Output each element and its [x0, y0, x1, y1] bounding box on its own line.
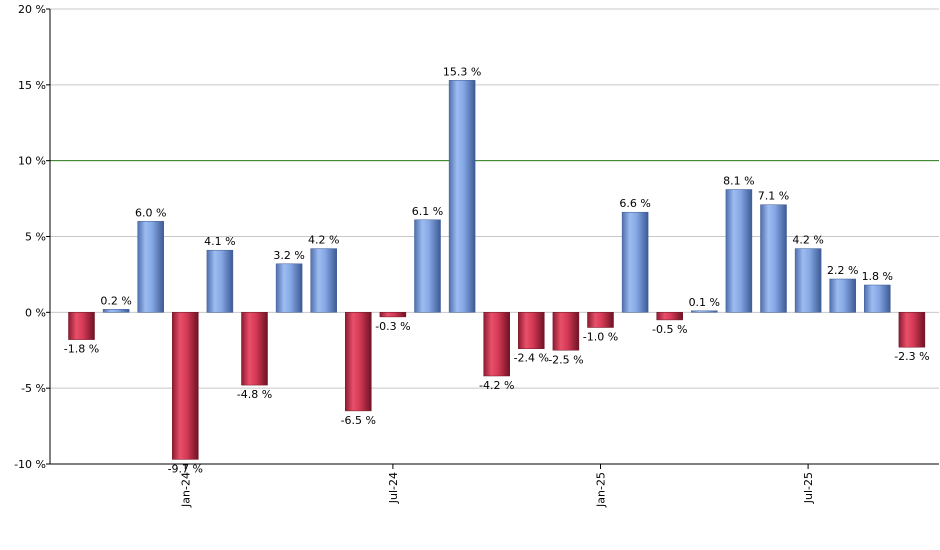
data-label: 6.0 %: [135, 206, 166, 219]
y-tick-label: -10 %: [14, 458, 46, 471]
bar: [172, 312, 199, 460]
bar: [275, 263, 303, 313]
bar: [864, 284, 891, 313]
bar: [345, 312, 372, 412]
bar: [379, 312, 407, 318]
bar: [206, 249, 234, 313]
bar: [621, 211, 649, 313]
data-label: 4.2 %: [308, 234, 339, 247]
bar: [241, 312, 268, 386]
y-tick-label: 20 %: [18, 3, 46, 16]
data-label: -2.3 %: [894, 350, 929, 363]
data-label: 15.3 %: [443, 65, 481, 78]
data-label: 7.1 %: [758, 190, 789, 203]
data-label: -2.4 %: [514, 352, 549, 365]
bar: [552, 312, 580, 351]
data-label: 0.2 %: [100, 294, 131, 307]
bar: [656, 312, 683, 321]
y-tick-label: 5 %: [25, 231, 46, 244]
bar: [102, 309, 130, 313]
x-tick-label: Jan-25: [595, 472, 608, 508]
data-label: -4.8 %: [237, 388, 272, 401]
data-label: -0.5 %: [652, 323, 687, 336]
x-axis-ticks: Jan-24 Jul-24 Jan-25 Jul-25: [179, 464, 815, 508]
data-labels: -1.8 %0.2 %6.0 %-9.7 %4.1 %-4.8 %3.2 %4.…: [64, 65, 930, 475]
data-label: -2.5 %: [548, 353, 583, 366]
data-label: 4.2 %: [792, 234, 823, 247]
x-tick-label: Jul-24: [387, 472, 400, 504]
bar: [829, 278, 856, 313]
bar: [898, 312, 926, 348]
data-label: 4.1 %: [204, 235, 235, 248]
data-label: -6.5 %: [341, 414, 376, 427]
data-label: 6.1 %: [412, 205, 443, 218]
bar: [760, 204, 787, 313]
bar: [137, 221, 164, 313]
data-label: -0.3 %: [375, 320, 410, 333]
bar: [414, 219, 441, 313]
bar: [725, 189, 753, 313]
x-tick-label: Jan-24: [179, 472, 192, 508]
bar: [691, 310, 718, 313]
bar: [310, 248, 337, 313]
bars: [68, 80, 926, 460]
bar: [794, 248, 822, 313]
bar: [448, 80, 476, 313]
data-label: 2.2 %: [827, 264, 858, 277]
bar: [483, 312, 510, 377]
y-tick-label: 10 %: [18, 155, 46, 168]
data-label: -1.8 %: [64, 343, 99, 356]
data-label: 0.1 %: [689, 296, 720, 309]
y-tick-label: 0 %: [25, 306, 46, 319]
data-label: -4.2 %: [479, 379, 514, 392]
data-label: 3.2 %: [273, 249, 304, 262]
axes: [49, 9, 939, 465]
data-label: 1.8 %: [862, 270, 893, 283]
data-label: 6.6 %: [619, 197, 650, 210]
bar: [518, 312, 545, 349]
bar: [587, 312, 614, 328]
data-label: -1.0 %: [583, 331, 618, 344]
bar: [68, 312, 95, 340]
y-tick-label: -5 %: [21, 382, 46, 395]
data-label: 8.1 %: [723, 175, 754, 188]
y-axis-ticks: 20 % 15 % 10 % 5 % 0 % -5 % -10 %: [14, 3, 50, 471]
y-tick-label: 15 %: [18, 79, 46, 92]
x-tick-label: Jul-25: [802, 472, 815, 504]
